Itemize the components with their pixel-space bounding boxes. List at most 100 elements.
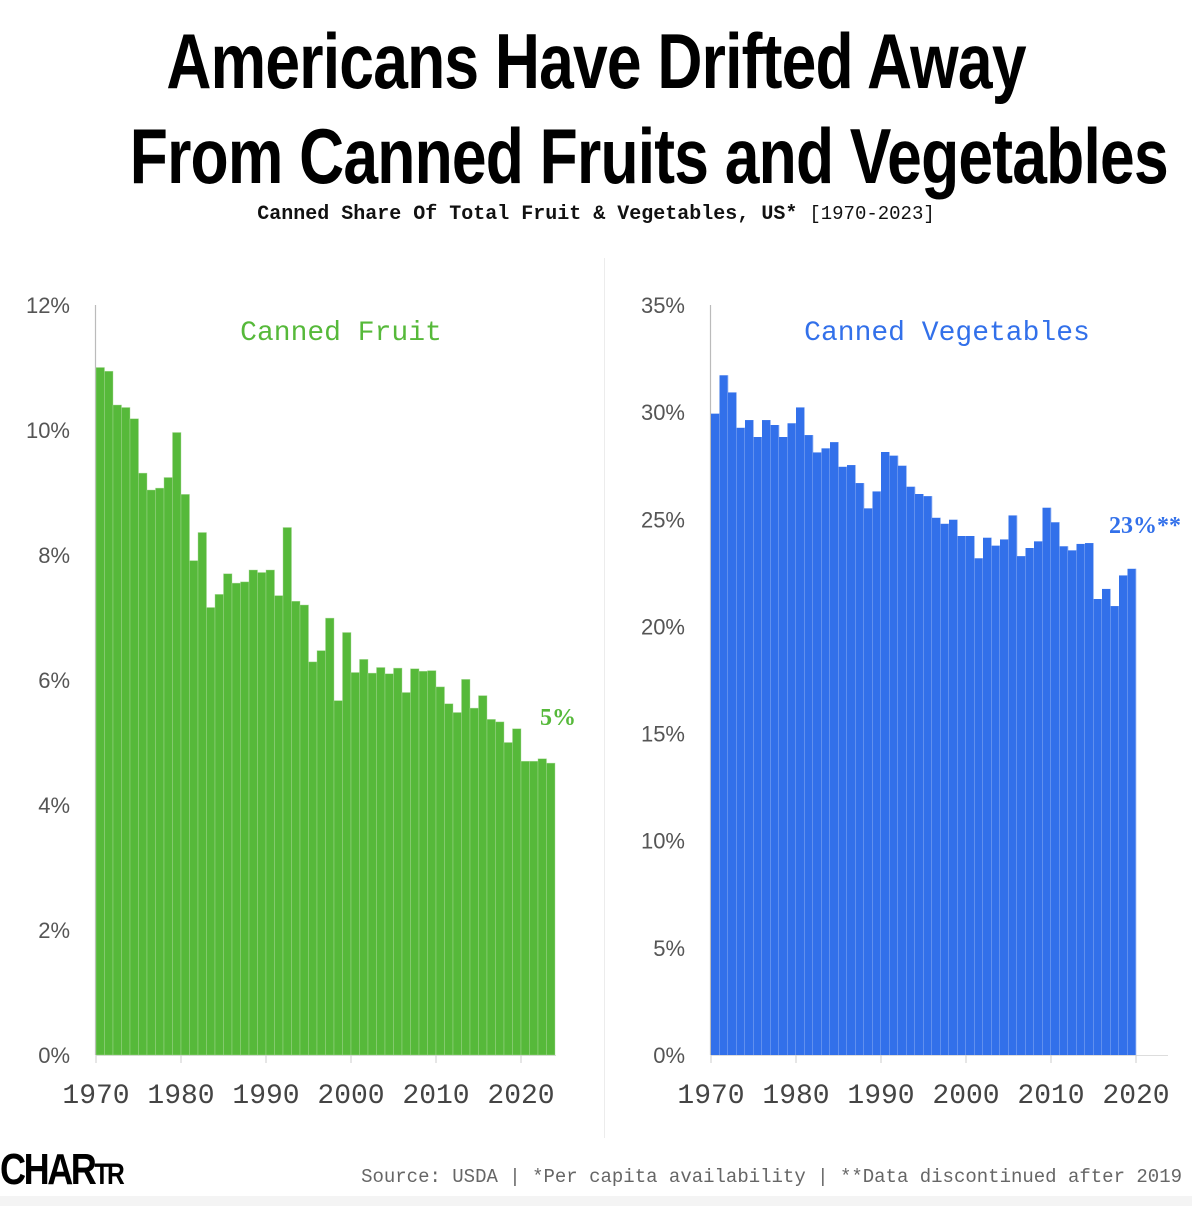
fruit-bar-2008 bbox=[418, 670, 428, 1056]
fruit-bar-1982 bbox=[197, 532, 207, 1056]
fruit-bar-1986 bbox=[231, 582, 241, 1056]
footer-band bbox=[0, 1196, 1192, 1206]
vegetables-bar-2008 bbox=[1034, 541, 1043, 1055]
fruit-bar-2019 bbox=[512, 728, 522, 1056]
fruit-bar-1985 bbox=[223, 573, 233, 1056]
fruit-x-tick-label: 2010 bbox=[402, 1081, 469, 1112]
chartr-logo: CHARTR bbox=[0, 1145, 125, 1194]
vegetables-bar-1982 bbox=[813, 452, 822, 1055]
fruit-panel-title: Canned Fruit bbox=[240, 318, 442, 349]
fruit-end-annotation: 5% bbox=[540, 705, 576, 731]
fruit-bar-1970 bbox=[95, 367, 105, 1056]
vegetables-bar-2004 bbox=[1000, 539, 1009, 1055]
fruit-bar-1974 bbox=[129, 418, 139, 1056]
vegetables-bar-1974 bbox=[745, 420, 754, 1056]
fruit-x-tick-label: 2000 bbox=[317, 1081, 384, 1112]
vegetables-bar-1980 bbox=[796, 407, 805, 1055]
fruit-bar-2015 bbox=[478, 695, 488, 1056]
vegetables-bar-1985 bbox=[838, 466, 847, 1055]
fruit-bar-1977 bbox=[155, 487, 165, 1056]
vegetables-bar-1984 bbox=[830, 442, 839, 1056]
vegetables-bar-2013 bbox=[1076, 543, 1085, 1055]
fruit-bar-1989 bbox=[257, 572, 267, 1056]
vegetables-bar-2003 bbox=[991, 545, 1000, 1055]
vegetables-bar-1978 bbox=[779, 437, 788, 1055]
vegetables-y-tick-label: 15% bbox=[641, 722, 685, 747]
fruit-x-tick-label: 2020 bbox=[487, 1081, 554, 1112]
fruit-y-tick-label: 12% bbox=[26, 293, 70, 318]
vegetables-bar-1972 bbox=[728, 392, 737, 1055]
fruit-bar-1987 bbox=[240, 581, 250, 1056]
vegetables-bar-1989 bbox=[872, 491, 881, 1055]
vegetables-bar-2001 bbox=[974, 558, 983, 1055]
vegetables-bar-1990 bbox=[881, 452, 890, 1055]
vegetables-bar-2006 bbox=[1017, 556, 1026, 1055]
fruit-bar-2001 bbox=[359, 659, 369, 1056]
vegetables-bar-2014 bbox=[1085, 543, 1094, 1055]
vegetables-bar-1994 bbox=[915, 494, 924, 1055]
fruit-bar-1994 bbox=[299, 604, 309, 1056]
vegetables-bar-2016 bbox=[1102, 588, 1111, 1055]
fruit-x-tick-label: 1990 bbox=[232, 1081, 299, 1112]
chart-subtitle: Canned Share Of Total Fruit & Vegetables… bbox=[0, 203, 1192, 226]
vegetables-bar-1983 bbox=[821, 448, 830, 1055]
vegetables-x-tick-label: 1970 bbox=[677, 1081, 744, 1112]
vegetables-bar-2007 bbox=[1025, 548, 1034, 1055]
vegetables-bar-2009 bbox=[1042, 507, 1051, 1055]
fruit-bar-2021 bbox=[529, 760, 539, 1056]
fruit-bar-1971 bbox=[104, 370, 114, 1056]
vegetables-x-tick-label: 2000 bbox=[932, 1081, 999, 1112]
vegetables-bar-1988 bbox=[864, 508, 873, 1055]
fruit-bar-2022 bbox=[537, 758, 547, 1056]
vegetables-bar-1992 bbox=[898, 465, 907, 1055]
vegetables-x-tick-label: 1990 bbox=[847, 1081, 914, 1112]
vegetables-x-tick-label: 2010 bbox=[1017, 1081, 1084, 1112]
fruit-bar-1992 bbox=[282, 527, 292, 1056]
fruit-bar-2020 bbox=[520, 760, 530, 1056]
fruit-bar-2013 bbox=[461, 679, 471, 1056]
vegetables-x-tick-label: 2020 bbox=[1102, 1081, 1169, 1112]
fruit-y-tick-label: 6% bbox=[38, 668, 70, 693]
fruit-bar-2010 bbox=[435, 686, 445, 1056]
fruit-bar-2002 bbox=[367, 672, 377, 1056]
vegetables-bar-2005 bbox=[1008, 515, 1017, 1055]
fruit-bar-1978 bbox=[163, 477, 173, 1056]
panel-divider bbox=[604, 258, 605, 1138]
fruit-y-tick-label: 10% bbox=[26, 418, 70, 443]
fruit-bar-2003 bbox=[376, 667, 386, 1056]
chart-title-line-2: From Canned Fruits and Vegetables bbox=[129, 112, 1169, 200]
subtitle-text: Canned Share Of Total Fruit & Vegetables… bbox=[257, 203, 798, 226]
fruit-bar-1976 bbox=[146, 489, 156, 1056]
fruit-bar-2005 bbox=[393, 667, 403, 1056]
vegetables-bar-2000 bbox=[966, 536, 975, 1055]
vegetables-bar-1996 bbox=[932, 517, 941, 1055]
fruit-bar-2006 bbox=[401, 692, 411, 1056]
vegetables-bar-1998 bbox=[949, 519, 958, 1055]
fruit-bar-2012 bbox=[452, 712, 462, 1056]
vegetables-bar-1995 bbox=[923, 496, 932, 1056]
fruit-panel: 0% 2% 4% 6% 8% 10% 12% 1970 1980 1990 2000 2010 2020… bbox=[26, 293, 576, 1112]
vegetables-bar-2015 bbox=[1093, 599, 1102, 1055]
vegetables-bar-1970 bbox=[711, 413, 720, 1056]
vegetables-bar-2017 bbox=[1110, 606, 1119, 1055]
vegetables-bar-1999 bbox=[957, 536, 966, 1055]
fruit-bar-1997 bbox=[325, 617, 335, 1056]
vegetables-end-annotation: 23%** bbox=[1109, 513, 1181, 539]
fruit-bar-1988 bbox=[248, 569, 258, 1056]
fruit-bar-1981 bbox=[189, 560, 199, 1056]
vegetables-y-tick-label: 0% bbox=[653, 1043, 685, 1068]
fruit-x-tick-label: 1970 bbox=[62, 1081, 129, 1112]
vegetables-bar-2002 bbox=[983, 537, 992, 1055]
vegetables-x-tick-label: 1980 bbox=[762, 1081, 829, 1112]
fruit-bar-1995 bbox=[308, 661, 318, 1056]
vegetables-y-tick-label: 10% bbox=[641, 829, 685, 854]
fruit-bar-1975 bbox=[138, 472, 148, 1056]
vegetables-y-tick-label: 35% bbox=[641, 293, 685, 318]
fruit-bar-1999 bbox=[342, 632, 352, 1056]
fruit-bar-2017 bbox=[495, 721, 505, 1056]
subtitle-range: [1970-2023] bbox=[809, 203, 935, 225]
fruit-bar-2009 bbox=[427, 670, 437, 1056]
fruit-bar-2018 bbox=[503, 742, 513, 1056]
fruit-bar-1972 bbox=[112, 404, 122, 1056]
fruit-bar-1979 bbox=[172, 432, 182, 1056]
